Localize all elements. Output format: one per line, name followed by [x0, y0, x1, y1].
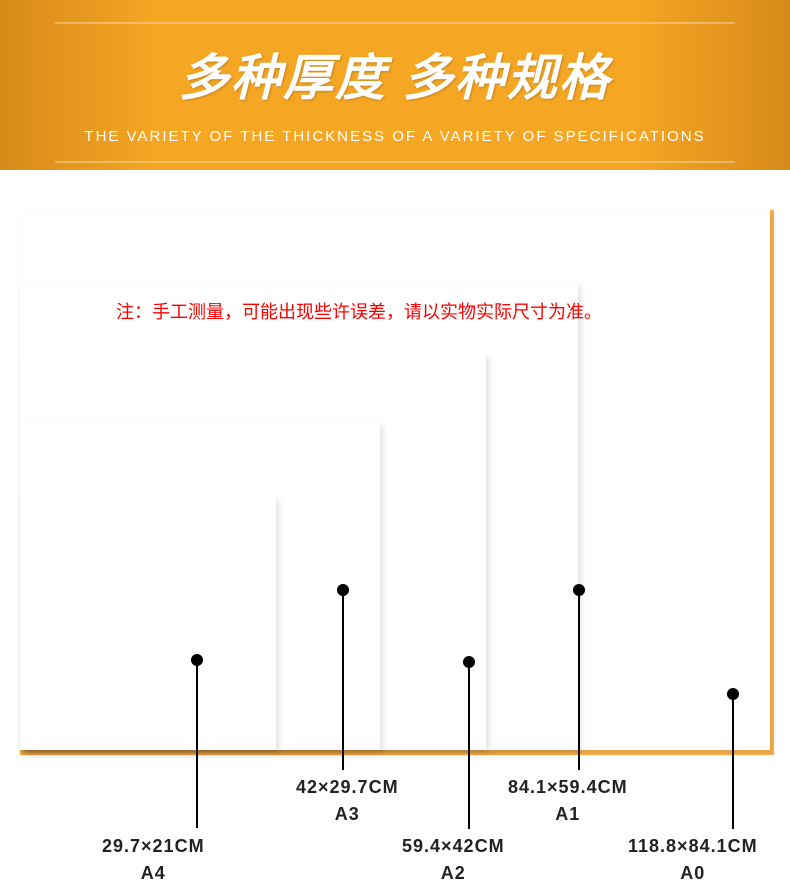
diagram-stage: 注：手工测量，可能出现些许误差，请以实物实际尺寸为准。 42×29.7CM A3…	[0, 170, 790, 881]
label-dim: 29.7×21CM	[102, 836, 205, 856]
label-name: A4	[141, 863, 166, 881]
marker-line	[342, 590, 344, 770]
header-divider-bottom	[55, 161, 735, 163]
label-name: A3	[335, 804, 360, 824]
label-name: A1	[555, 804, 580, 824]
marker-line	[732, 694, 734, 829]
header-subtitle: THE VARIETY OF THE THICKNESS OF A VARIET…	[0, 128, 790, 145]
label-a3: 42×29.7CM A3	[296, 774, 399, 828]
label-a4: 29.7×21CM A4	[102, 833, 205, 881]
label-dim: 59.4×42CM	[402, 836, 505, 856]
header-banner: 多种厚度 多种规格 THE VARIETY OF THE THICKNESS O…	[0, 0, 790, 170]
note-text: 注：手工测量，可能出现些许误差，请以实物实际尺寸为准。	[116, 298, 602, 324]
label-dim: 42×29.7CM	[296, 777, 399, 797]
header-title: 多种厚度 多种规格	[0, 38, 790, 110]
label-name: A2	[441, 863, 466, 881]
marker-line	[468, 662, 470, 829]
marker-line	[578, 590, 580, 770]
header-divider-top	[55, 22, 735, 24]
label-a2: 59.4×42CM A2	[402, 833, 505, 881]
sheet-a4	[20, 497, 276, 750]
label-dim: 84.1×59.4CM	[508, 777, 628, 797]
label-a0: 118.8×84.1CM A0	[628, 833, 758, 881]
label-dim: 118.8×84.1CM	[628, 836, 758, 856]
marker-line	[196, 660, 198, 828]
label-name: A0	[680, 863, 705, 881]
label-a1: 84.1×59.4CM A1	[508, 774, 628, 828]
